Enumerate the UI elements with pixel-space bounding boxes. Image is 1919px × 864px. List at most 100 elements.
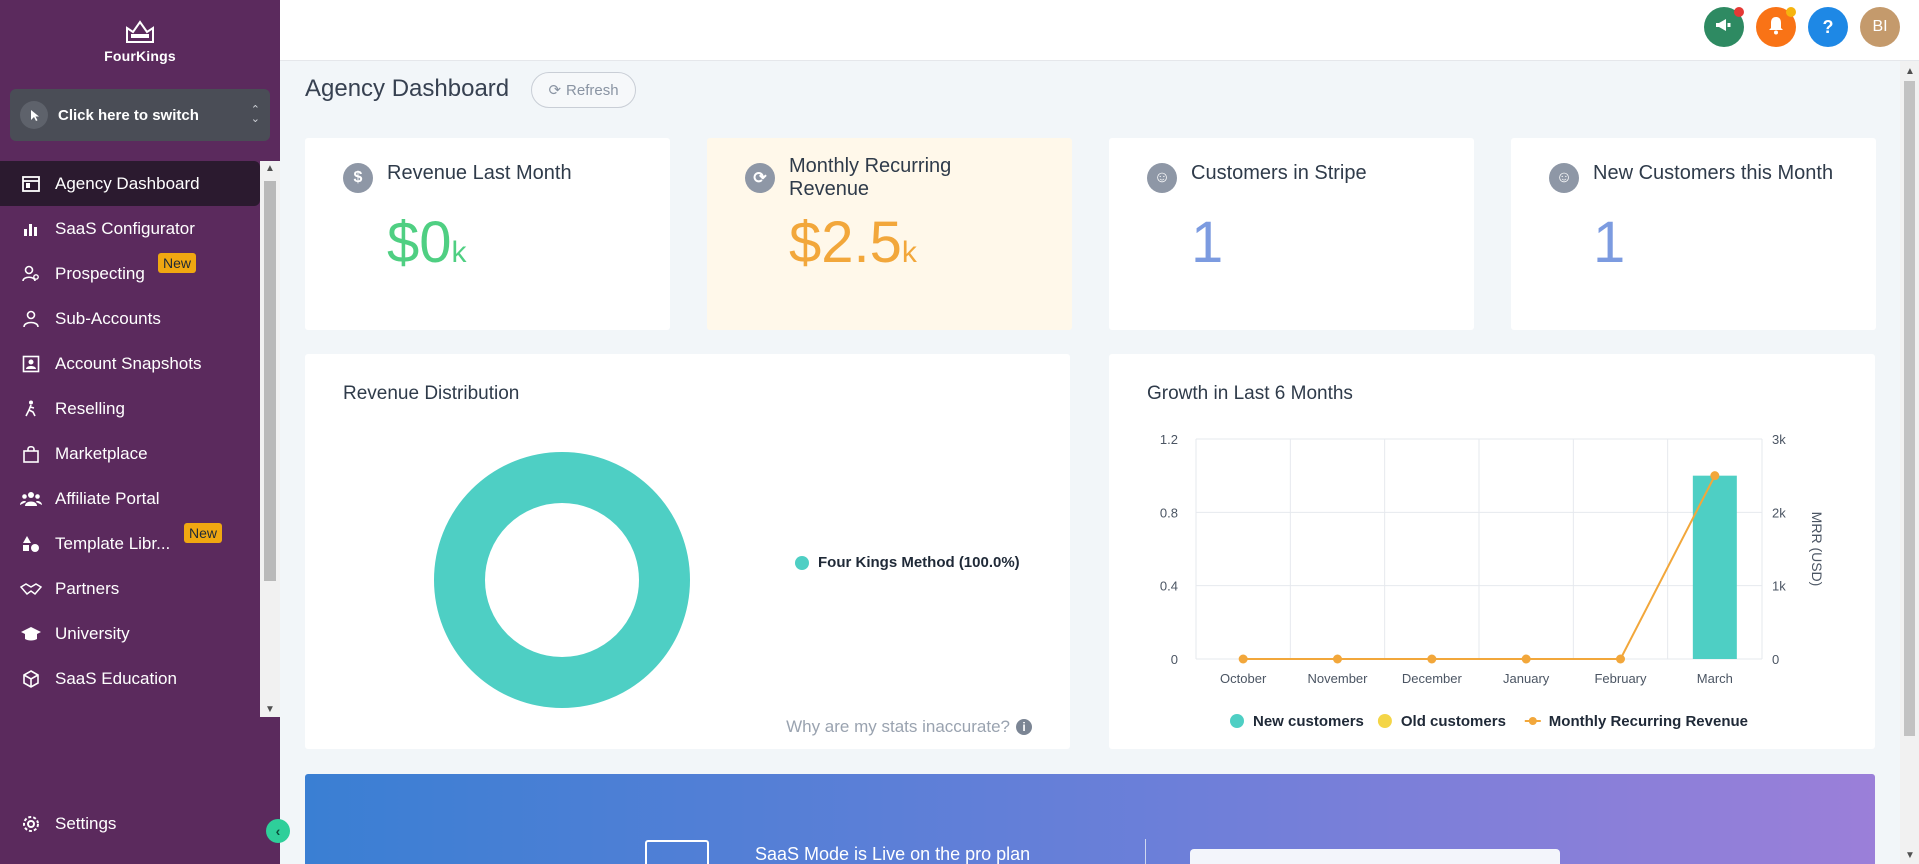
user-badge-icon: ☺ xyxy=(1147,163,1177,193)
sidebar-item-label: SaaS Education xyxy=(55,668,177,688)
sidebar-item-agency-dashboard[interactable]: Agency Dashboard xyxy=(0,161,260,206)
banner-text: SaaS Mode is Live on the pro plan xyxy=(755,844,1031,864)
page-title: Agency Dashboard xyxy=(305,75,510,102)
bar-new-customers[interactable] xyxy=(1692,475,1737,659)
users-icon xyxy=(20,488,42,510)
stat-number: $0 xyxy=(387,210,452,275)
sidebar-item-saas-configurator[interactable]: SaaS Configurator xyxy=(0,206,260,251)
crown-logo-icon xyxy=(126,20,154,43)
settings-label: Settings xyxy=(55,814,117,833)
sidebar-item-account-snapshots[interactable]: Account Snapshots xyxy=(0,341,260,386)
bag-icon xyxy=(20,443,42,465)
x-tick-label: December xyxy=(1402,671,1463,686)
stat-value: 1 xyxy=(1191,208,1223,288)
user-search-icon xyxy=(20,263,42,285)
refresh-button[interactable]: ⟳ Refresh xyxy=(531,72,636,108)
y2-tick-label: 2k xyxy=(1772,505,1786,520)
announcements-button[interactable] xyxy=(1704,7,1744,47)
main-scroll-thumb[interactable] xyxy=(1904,81,1915,736)
legend-label[interactable]: Old customers xyxy=(1401,713,1506,730)
y-tick-label: 1.2 xyxy=(1160,432,1178,447)
sidebar-item-label: Prospecting xyxy=(55,263,145,283)
sidebar-item-sub-accounts[interactable]: Sub-Accounts xyxy=(0,296,260,341)
sidebar-item-reselling[interactable]: Reselling xyxy=(0,386,260,431)
brand-logo[interactable]: FourKings xyxy=(100,18,180,64)
shapes-icon xyxy=(20,533,42,555)
person-walk-icon xyxy=(20,398,42,420)
sidebar-item-affiliate-portal[interactable]: Affiliate Portal xyxy=(0,476,260,521)
y2-tick-label: 1k xyxy=(1772,579,1786,594)
legend-label: Four Kings Method (100.0%) xyxy=(818,554,1020,571)
user-avatar[interactable]: BI xyxy=(1860,7,1900,47)
stat-value: $0k xyxy=(387,208,467,288)
sidebar-item-template-libr[interactable]: Template Libr... New xyxy=(0,521,260,566)
sidebar-scrollbar[interactable]: ▲ ▼ xyxy=(260,161,280,717)
dollar-icon: $ xyxy=(343,163,373,193)
y-tick-label: 0.8 xyxy=(1160,505,1178,520)
y2-tick-label: 3k xyxy=(1772,432,1786,447)
scroll-up-arrow-icon[interactable]: ▲ xyxy=(1905,66,1915,77)
donut-slice[interactable] xyxy=(434,452,690,708)
sidebar-nav: Agency Dashboard SaaS Configurator Prospec… xyxy=(0,161,260,717)
dashboard-icon xyxy=(20,173,42,195)
main-content: Agency Dashboard ⟳ Refresh $ Revenue Last… xyxy=(280,61,1900,864)
collapse-sidebar-button[interactable]: ‹ xyxy=(266,819,290,843)
mrr-point[interactable] xyxy=(1427,654,1437,664)
new-badge: New xyxy=(184,523,223,543)
stat-value: $2.5k xyxy=(789,208,917,288)
cube-icon xyxy=(20,668,42,690)
stat-unit: k xyxy=(451,236,467,269)
growth-chart: 0 0.4 0.8 1.2 0 1k 2k 3k MRR (USD) October Novembe… xyxy=(1160,432,1825,730)
sidebar-item-label: Template Libr... xyxy=(55,533,171,553)
sidebar-item-marketplace[interactable]: Marketplace xyxy=(0,431,260,476)
notification-dot xyxy=(1786,7,1796,17)
new-badge: New xyxy=(158,253,197,273)
recycle-icon: ⟳ xyxy=(745,163,775,193)
y-tick-label: 0 xyxy=(1171,652,1178,667)
x-tick-label: February xyxy=(1594,671,1647,686)
help-button[interactable]: ? xyxy=(1808,7,1848,47)
scroll-up-arrow-icon[interactable]: ▲ xyxy=(265,163,275,174)
x-tick-label: October xyxy=(1220,671,1267,686)
legend-item[interactable]: Four Kings Method (100.0%) xyxy=(795,554,1020,571)
mrr-line xyxy=(1243,475,1716,660)
question-icon: ? xyxy=(1822,16,1834,37)
stat-number: 1 xyxy=(1191,210,1224,275)
revenue-donut-chart xyxy=(434,452,690,708)
scroll-down-arrow-icon[interactable]: ▼ xyxy=(1905,850,1915,861)
legend-swatch xyxy=(1377,714,1392,728)
bell-icon xyxy=(1767,15,1785,40)
sidebar-item-settings[interactable]: Settings xyxy=(20,813,116,835)
sidebar-item-university[interactable]: University xyxy=(0,611,260,656)
mrr-point[interactable] xyxy=(1616,654,1625,664)
legend-label[interactable]: New customers xyxy=(1253,713,1364,730)
info-icon: i xyxy=(1016,719,1032,735)
sidebar-item-saas-education[interactable]: SaaS Education xyxy=(0,656,260,701)
stat-number: 1 xyxy=(1593,210,1626,275)
mrr-point[interactable] xyxy=(1333,654,1342,664)
x-tick-label: January xyxy=(1503,671,1550,686)
mrr-point[interactable] xyxy=(1710,471,1720,481)
gear-icon xyxy=(20,813,42,835)
chevron-left-icon: ‹ xyxy=(275,823,281,839)
sidebar-item-prospecting[interactable]: Prospecting New xyxy=(0,251,260,296)
pointer-click-icon xyxy=(20,101,48,129)
saas-mode-banner: SaaS Mode is Live on the pro plan xyxy=(305,774,1875,864)
scroll-down-arrow-icon[interactable]: ▼ xyxy=(265,704,275,715)
avatar-initials: BI xyxy=(1872,18,1888,35)
sidebar-item-label: Agency Dashboard xyxy=(55,173,200,193)
revenue-distribution-title: Revenue Distribution xyxy=(343,383,520,404)
banner-action-box[interactable] xyxy=(1190,849,1560,864)
stat-card: ☺ Customers in Stripe 1 xyxy=(1109,138,1474,330)
sidebar-scroll-thumb[interactable] xyxy=(264,181,276,581)
notifications-button[interactable] xyxy=(1756,7,1796,47)
sidebar-item-partners[interactable]: Partners xyxy=(0,566,260,611)
stats-inaccurate-link[interactable]: Why are my stats inaccurate? i xyxy=(786,717,1032,737)
main-scrollbar[interactable]: ▲ ▼ xyxy=(1900,61,1919,864)
mrr-point[interactable] xyxy=(1521,654,1531,664)
account-switcher[interactable]: Click here to switch ⌃ ⌄ xyxy=(10,89,270,141)
mrr-point[interactable] xyxy=(1238,654,1248,664)
growth-title: Growth in Last 6 Months xyxy=(1147,383,1353,404)
sidebar: FourKings Click here to switch ⌃ ⌄ Agency… xyxy=(0,0,290,864)
legend-label[interactable]: Monthly Recurring Revenue xyxy=(1549,713,1748,730)
